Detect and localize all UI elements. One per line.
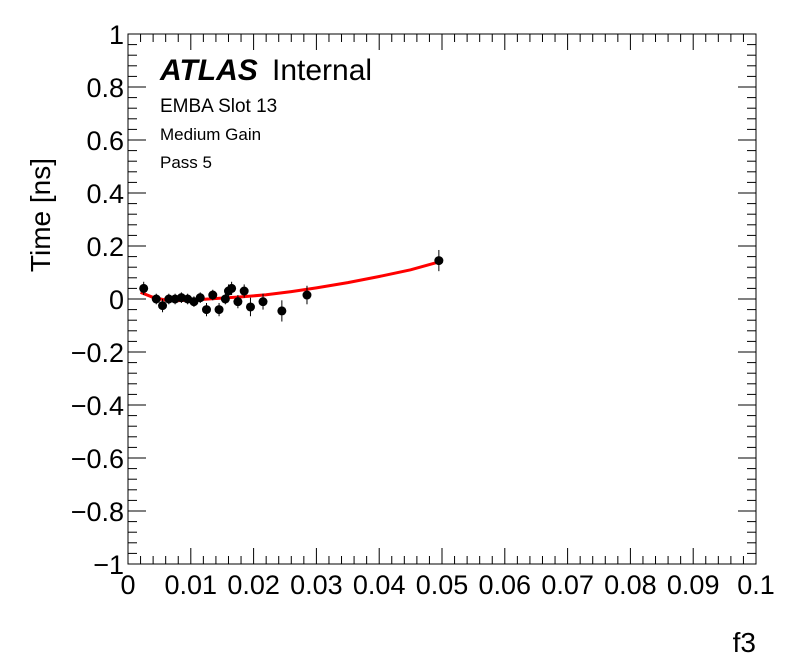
x-tick-label: 0 — [120, 570, 135, 600]
x-tick-label: 0.1 — [737, 570, 775, 600]
data-point — [208, 290, 218, 300]
data-point — [434, 256, 444, 266]
y-tick-label: −0.8 — [71, 497, 124, 527]
x-tick-label: 0.09 — [667, 570, 720, 600]
y-axis-title: Time [ns] — [25, 158, 56, 272]
atlas-label-suffix: Internal — [272, 54, 372, 87]
annotation-line-2: Medium Gain — [160, 125, 261, 144]
data-point — [227, 283, 237, 293]
y-tick-label: 0.2 — [86, 232, 124, 262]
x-tick-label: 0.06 — [479, 570, 532, 600]
y-tick-label: 0.6 — [86, 126, 124, 156]
data-point — [202, 305, 211, 315]
x-tick-label: 0.04 — [353, 570, 406, 600]
data-point — [239, 286, 249, 296]
data-point — [195, 293, 205, 303]
data-point — [220, 294, 230, 304]
data-points-group — [139, 249, 444, 322]
annotation-line-1: EMBA Slot 13 — [160, 96, 277, 117]
data-point — [245, 302, 255, 312]
x-tick-label: 0.05 — [416, 570, 469, 600]
data-point — [214, 305, 224, 315]
axis-tick-labels: 0 0.01 0.02 0.03 0.04 0.05 0.06 0.07 0.08 0.09 0.1… — [71, 20, 775, 600]
x-tick-label: 0.03 — [290, 570, 343, 600]
data-point — [164, 294, 174, 304]
x-tick-label: 0.01 — [165, 570, 218, 600]
fit-line-group — [140, 260, 440, 303]
y-tick-label: −0.6 — [71, 444, 124, 474]
y-tick-label: −0.2 — [71, 338, 124, 368]
data-point — [258, 297, 268, 307]
x-axis-title: f3 — [733, 627, 756, 658]
y-tick-label: 0.4 — [86, 179, 124, 209]
fit-line — [140, 260, 440, 303]
atlas-label-bold: ATLAS — [159, 54, 258, 87]
x-tick-label: 0.02 — [227, 570, 280, 600]
x-tick-label: 0.07 — [541, 570, 594, 600]
data-point — [158, 301, 168, 311]
y-tick-label: 0 — [109, 285, 124, 315]
annotation-line-3: Pass 5 — [160, 153, 212, 172]
data-point — [233, 297, 243, 307]
data-point — [139, 283, 149, 293]
y-tick-label: −0.4 — [71, 391, 124, 421]
data-point — [277, 306, 287, 316]
y-tick-label: 0.8 — [86, 73, 124, 103]
axis-ticks — [127, 33, 757, 565]
y-tick-label: 1 — [109, 20, 124, 50]
data-point — [302, 290, 312, 300]
x-tick-label: 0.08 — [604, 570, 657, 600]
y-tick-label: −1 — [93, 550, 124, 580]
data-point — [151, 294, 161, 304]
